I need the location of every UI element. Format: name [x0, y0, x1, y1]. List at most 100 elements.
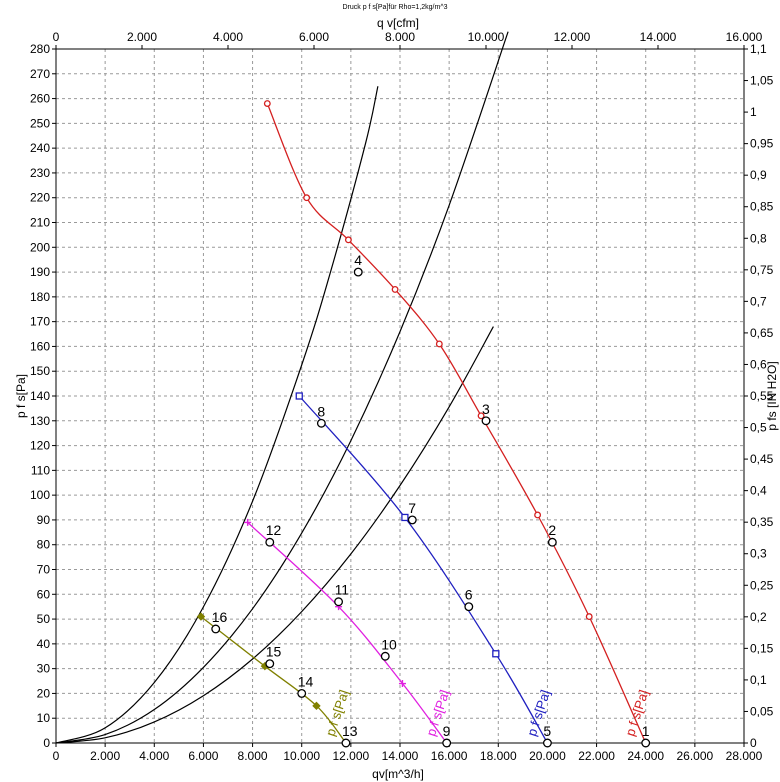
- operating-point-label: 11: [335, 582, 350, 598]
- left-tick-label: 110: [31, 463, 50, 477]
- bottom-tick-label: 24.000: [627, 749, 664, 763]
- left-tick-label: 200: [30, 240, 50, 254]
- data-point: [295, 392, 303, 400]
- right-tick-label: 0,9: [750, 168, 767, 182]
- bottom-tick-label: 26.000: [677, 749, 714, 763]
- fan-curve-line: [247, 521, 448, 744]
- right-tick-label: 0,75: [750, 263, 774, 277]
- operating-point-marker: [316, 418, 326, 428]
- operating-point-marker: [334, 597, 344, 607]
- left-tick-label: 180: [30, 290, 50, 304]
- top-tick-label: 6.000: [299, 30, 329, 44]
- left-tick-label: 40: [37, 637, 51, 651]
- operating-point-marker: [265, 659, 275, 669]
- right-tick-label: 0,5: [750, 421, 767, 435]
- top-axis-title: q v[cfm]: [377, 16, 419, 30]
- bottom-tick-label: 28.000: [726, 749, 763, 763]
- fan-curve-line: [200, 616, 347, 744]
- operating-point-label: 4: [354, 252, 362, 268]
- left-tick-label: 190: [30, 265, 50, 279]
- chart-title: Druck p f s[Pa]für Rho=1,2kg/m^3: [342, 4, 447, 11]
- left-tick-label: 230: [30, 166, 50, 180]
- top-tick-label: 16.000: [726, 30, 763, 44]
- data-point: [534, 511, 542, 519]
- left-tick-label: 270: [30, 67, 50, 81]
- right-tick-label: 0,45: [750, 452, 774, 466]
- bottom-tick-label: 20.000: [529, 749, 566, 763]
- operating-point-marker: [297, 688, 307, 698]
- top-tick-label: 14.000: [640, 30, 677, 44]
- top-tick-label: 8.000: [385, 30, 415, 44]
- left-tick-label: 70: [37, 563, 51, 577]
- system-curve-1: [55, 326, 494, 744]
- right-tick-label: 0,15: [750, 641, 774, 655]
- data-point: [196, 612, 206, 621]
- operating-point-label: 2: [548, 522, 556, 538]
- bottom-tick-label: 10.000: [283, 749, 320, 763]
- left-tick-label: 100: [30, 488, 50, 502]
- system-curve-2: [55, 31, 509, 744]
- top-tick-label: 4.000: [213, 30, 243, 44]
- bottom-tick-label: 4.000: [139, 749, 169, 763]
- system-curves: [55, 31, 509, 744]
- operating-point-marker: [641, 738, 651, 748]
- operating-point-label: 3: [482, 401, 490, 417]
- operating-point-marker: [464, 602, 474, 612]
- operating-point-marker: [547, 537, 557, 547]
- right-tick-label: 0,3: [750, 547, 767, 561]
- right-axis-title: p fs [IN H2O]: [765, 361, 779, 430]
- left-tick-label: 220: [30, 191, 50, 205]
- right-tick-label: 1,1: [750, 42, 767, 56]
- right-tick-label: 0,1: [750, 673, 767, 687]
- operating-point-label: 7: [408, 500, 416, 516]
- left-tick-label: 20: [37, 686, 51, 700]
- right-tick-label: 0: [750, 736, 757, 750]
- left-tick-label: 30: [37, 662, 51, 676]
- data-point: [398, 680, 406, 688]
- right-tick-label: 0,95: [750, 137, 774, 151]
- data-point: [435, 340, 443, 348]
- left-tick-label: 140: [30, 389, 50, 403]
- data-point: [477, 412, 485, 420]
- operating-point-marker: [211, 624, 221, 634]
- right-tick-label: 0,05: [750, 704, 774, 718]
- left-tick-label: 90: [37, 513, 51, 527]
- data-point: [244, 518, 252, 526]
- data-point: [401, 513, 409, 522]
- operating-point-label: 14: [298, 673, 314, 689]
- right-tick-label: 0,7: [750, 294, 767, 308]
- fan-curve-line: [266, 103, 647, 744]
- left-tick-label: 60: [37, 587, 51, 601]
- operating-point-marker: [442, 738, 452, 748]
- right-tick-label: 0,65: [750, 326, 774, 340]
- right-tick-label: 0,6: [750, 357, 767, 371]
- operating-point-marker: [380, 651, 390, 661]
- bottom-tick-label: 8.000: [238, 749, 268, 763]
- grid-lines: [56, 49, 744, 743]
- left-tick-label: 250: [30, 116, 50, 130]
- left-tick-label: 0: [43, 736, 50, 750]
- right-tick-label: 0,25: [750, 578, 774, 592]
- left-tick-label: 160: [30, 339, 50, 353]
- operating-point-label: 16: [212, 609, 228, 625]
- operating-point-label: 12: [266, 522, 282, 538]
- operating-point-label: 1: [642, 723, 650, 739]
- axes: 0 2.000 4.000 6.000 8.000 10.000 12.000 14.000 1…: [30, 30, 774, 763]
- operating-point-label: 6: [465, 587, 473, 603]
- right-tick-label: 0,8: [750, 231, 767, 245]
- left-tick-label: 280: [30, 42, 50, 56]
- top-tick-label: 12.000: [554, 30, 591, 44]
- operating-point-marker: [341, 738, 351, 748]
- top-tick-label: 0: [53, 30, 60, 44]
- bottom-axis-title: qv[m^3/h]: [372, 767, 424, 781]
- operating-point-marker: [353, 267, 363, 277]
- top-tick-label: 10.000: [468, 30, 505, 44]
- bottom-tick-label: 14.000: [382, 749, 419, 763]
- operating-point-marker: [265, 537, 275, 547]
- bottom-tick-label: 16.000: [431, 749, 468, 763]
- operating-point-marker: [481, 416, 491, 426]
- operating-point-label: 13: [342, 723, 358, 739]
- operating-point-marker: [407, 515, 417, 525]
